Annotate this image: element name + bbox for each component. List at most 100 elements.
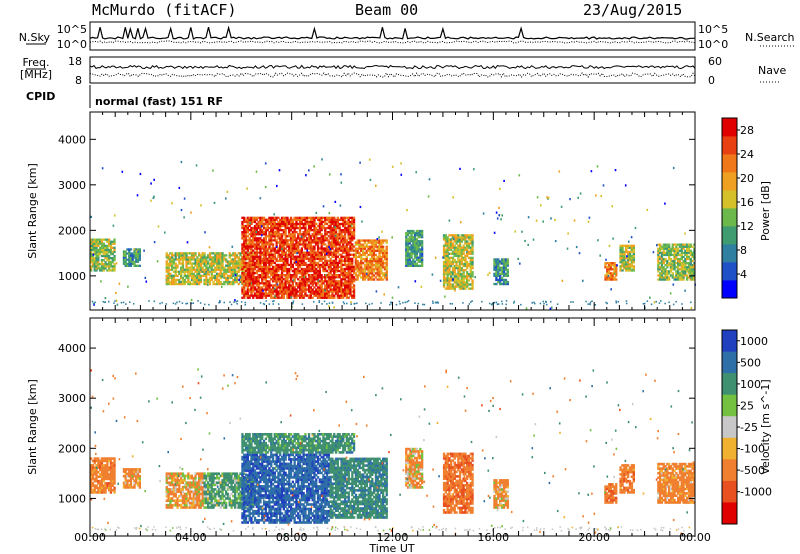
echo-cell (657, 243, 660, 246)
echo-cell (336, 288, 339, 291)
echo-cell (338, 253, 341, 256)
echo-cell (277, 269, 280, 273)
echo-speck (428, 178, 431, 181)
echo-cell (316, 296, 320, 299)
echo-cell (286, 286, 289, 289)
echo-cell (243, 235, 246, 238)
echo-cell (464, 264, 467, 268)
echo-speck (359, 161, 361, 164)
echo-cell (133, 252, 136, 255)
echo-cell (252, 249, 255, 252)
echo-cell (165, 274, 168, 277)
echo-speck (334, 225, 336, 229)
echo-cell (362, 278, 365, 281)
echo-cell (288, 290, 291, 293)
echo-speck (626, 302, 628, 305)
echo-cell (178, 272, 181, 275)
echo-cell (183, 278, 186, 282)
echo-cell (506, 274, 509, 277)
echo-cell (331, 243, 334, 246)
echo-speck (323, 300, 326, 303)
echo-cell (316, 251, 320, 254)
echo-cell (264, 239, 267, 242)
echo-cell (347, 249, 350, 252)
echo-cell (340, 269, 343, 273)
echo-speck (192, 302, 194, 304)
echo-cell (279, 235, 282, 238)
echo-cell (675, 257, 678, 261)
echo-cell (372, 274, 376, 277)
echo-cell (338, 280, 341, 283)
echo-cell (248, 278, 251, 281)
echo-cell (347, 257, 350, 260)
echo-cell (279, 286, 282, 289)
echo-cell (268, 243, 271, 246)
echo-cell (657, 251, 660, 254)
echo-cell (257, 237, 260, 240)
echo-cell (457, 277, 460, 280)
echo-cell (248, 224, 251, 228)
echo-cell (657, 264, 660, 267)
echo-cell (365, 262, 368, 265)
echo-cell (453, 240, 456, 243)
echo-cell (664, 264, 667, 267)
echo-speck (470, 301, 472, 303)
echo-cell (324, 216, 327, 219)
echo-cell (385, 239, 388, 242)
echo-cell (286, 243, 289, 246)
echo-cell (450, 273, 453, 276)
echo-speck (246, 242, 249, 245)
echo-cell (190, 264, 194, 267)
echo-cell (351, 261, 354, 265)
echo-cell (343, 269, 347, 273)
echo-cell (235, 272, 239, 275)
echo-speck (303, 275, 305, 279)
echo-cell (172, 282, 176, 286)
echo-cell (244, 253, 248, 256)
echo-cell (253, 231, 257, 234)
echo-cell (194, 280, 197, 284)
echo-cell (356, 249, 359, 252)
echo-speck (121, 170, 124, 173)
echo-cell (300, 269, 303, 273)
echo-cell (504, 266, 508, 269)
echo-cell (442, 252, 446, 255)
echo-cell (325, 233, 329, 236)
echo-cell (189, 280, 192, 284)
echo-speck (90, 215, 92, 218)
echo-cell (246, 267, 249, 271)
echo-cell (243, 245, 246, 248)
echo-cell (90, 248, 93, 252)
echo-cell (383, 253, 387, 257)
echo-cell (374, 245, 377, 248)
echo-cell (284, 251, 287, 254)
echo-cell (297, 269, 300, 273)
echo-cell (99, 269, 102, 272)
echo-speck (505, 300, 508, 302)
echo-cell (275, 286, 278, 289)
echo-cell (201, 256, 204, 259)
echo-cell (246, 255, 249, 258)
echo-cell (113, 263, 116, 266)
echo-cell (221, 254, 224, 257)
echo-cell (331, 220, 334, 224)
echo-cell (97, 244, 100, 247)
echo-cell (693, 251, 696, 254)
echo-cell (363, 272, 367, 275)
echo-cell (315, 284, 318, 287)
echo-cell (277, 237, 280, 240)
echo-cell (199, 262, 203, 265)
echo-cell (380, 239, 383, 242)
echo-cell (298, 231, 302, 234)
echo-cell (95, 457, 98, 460)
echo-cell (329, 276, 332, 279)
echo-cell (304, 267, 307, 271)
echo-cell (334, 292, 338, 295)
echo-cell (689, 245, 692, 248)
echo-speck (185, 302, 187, 305)
echo-cell (279, 229, 282, 232)
echo-cell (686, 268, 689, 271)
echo-cell (124, 262, 127, 265)
echo-cell (351, 257, 354, 260)
echo-cell (333, 222, 336, 226)
